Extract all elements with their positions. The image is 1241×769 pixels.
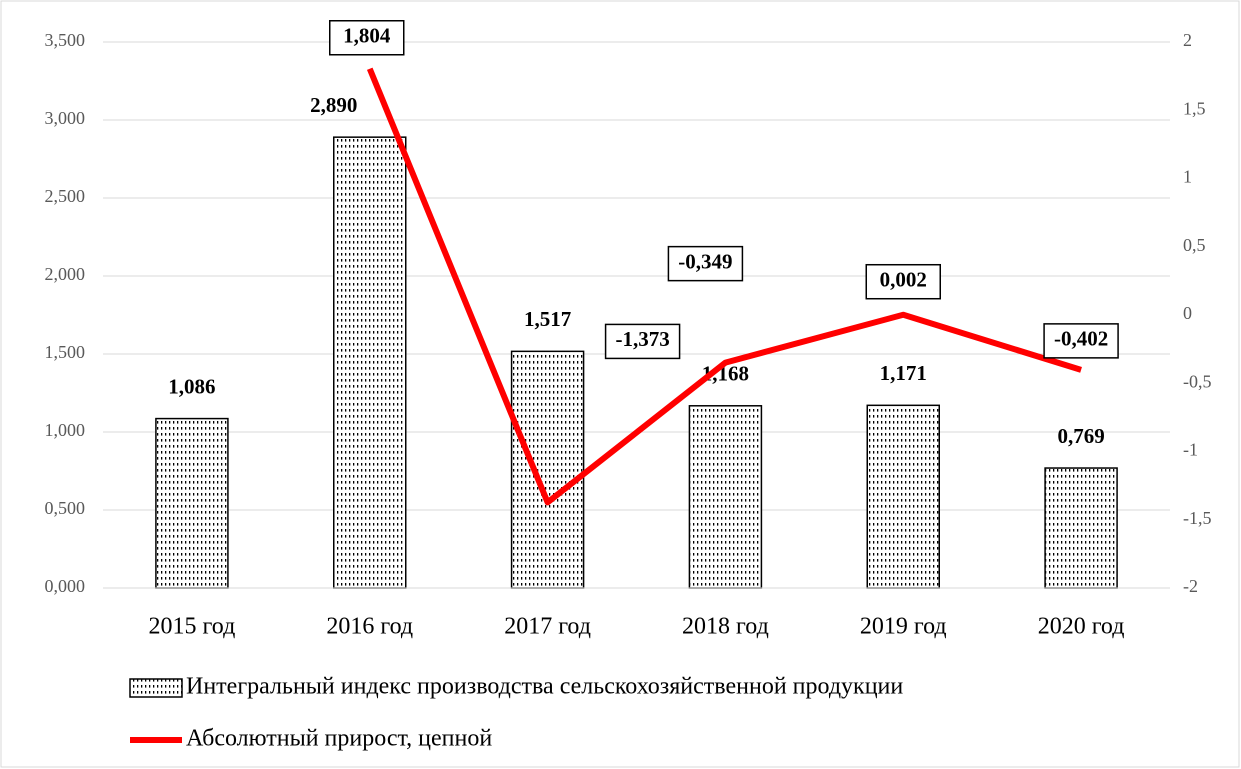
x-tick-label: 2017 год: [504, 614, 591, 640]
y-tick-label: 0,500: [45, 498, 86, 518]
legend-label: Интегральный индекс производства сельско…: [186, 674, 903, 700]
x-tick-label: 2019 год: [860, 614, 947, 640]
x-tick-label: 2018 год: [682, 614, 769, 640]
bar: [866, 404, 940, 589]
x-tick-label: 2016 год: [326, 614, 413, 640]
value-label-box: [865, 263, 941, 300]
bar-value-label: 1,517: [524, 307, 571, 331]
y-tick-label: 2,500: [45, 186, 86, 206]
y-tick-label: 3,500: [45, 30, 86, 50]
bar-value-label: 2,890: [310, 93, 357, 117]
y2-tick-label: -1: [1183, 440, 1198, 460]
line-value-label: 1,804: [343, 24, 391, 48]
y-tick-label: 1,000: [45, 420, 86, 440]
y2-tick-label: 1: [1183, 167, 1192, 187]
y2-tick-label: -2: [1183, 576, 1198, 596]
bar: [510, 350, 585, 589]
y2-tick-label: -1,5: [1183, 508, 1212, 528]
bar: [155, 417, 229, 589]
value-label-box: [667, 245, 744, 282]
x-tick-label: 2020 год: [1038, 614, 1125, 640]
value-label-box: [329, 20, 405, 56]
bar: [688, 405, 763, 589]
x-tick-label: 2015 год: [149, 614, 236, 640]
y2-tick-label: 2: [1183, 30, 1192, 50]
y-tick-label: 3,000: [45, 108, 86, 128]
y2-tick-label: 0,5: [1183, 235, 1206, 255]
y2-tick-label: -0,5: [1183, 371, 1212, 391]
bar-value-label: 1,086: [168, 374, 215, 398]
value-label-box: [604, 323, 681, 360]
y2-tick-label: 0: [1183, 303, 1192, 323]
line-value-label: -0,349: [678, 249, 732, 273]
legend-swatch: [129, 678, 183, 698]
bar: [1044, 467, 1118, 589]
legend-label: Абсолютный прирост, цепной: [186, 726, 492, 752]
value-label-box: [1043, 323, 1119, 359]
y-tick-label: 2,000: [45, 264, 86, 284]
line-value-label: -1,373: [615, 327, 669, 351]
bar-value-label: 1,171: [880, 361, 927, 385]
line-value-label: -0,402: [1054, 327, 1108, 351]
bar-value-label: 0,769: [1057, 424, 1104, 448]
bar: [333, 136, 407, 589]
y-tick-label: 1,500: [45, 342, 86, 362]
y-tick-label: 0,000: [45, 576, 86, 596]
line: [366, 67, 1082, 506]
line-value-label: 0,002: [880, 268, 927, 292]
y2-tick-label: 1,5: [1183, 98, 1206, 118]
